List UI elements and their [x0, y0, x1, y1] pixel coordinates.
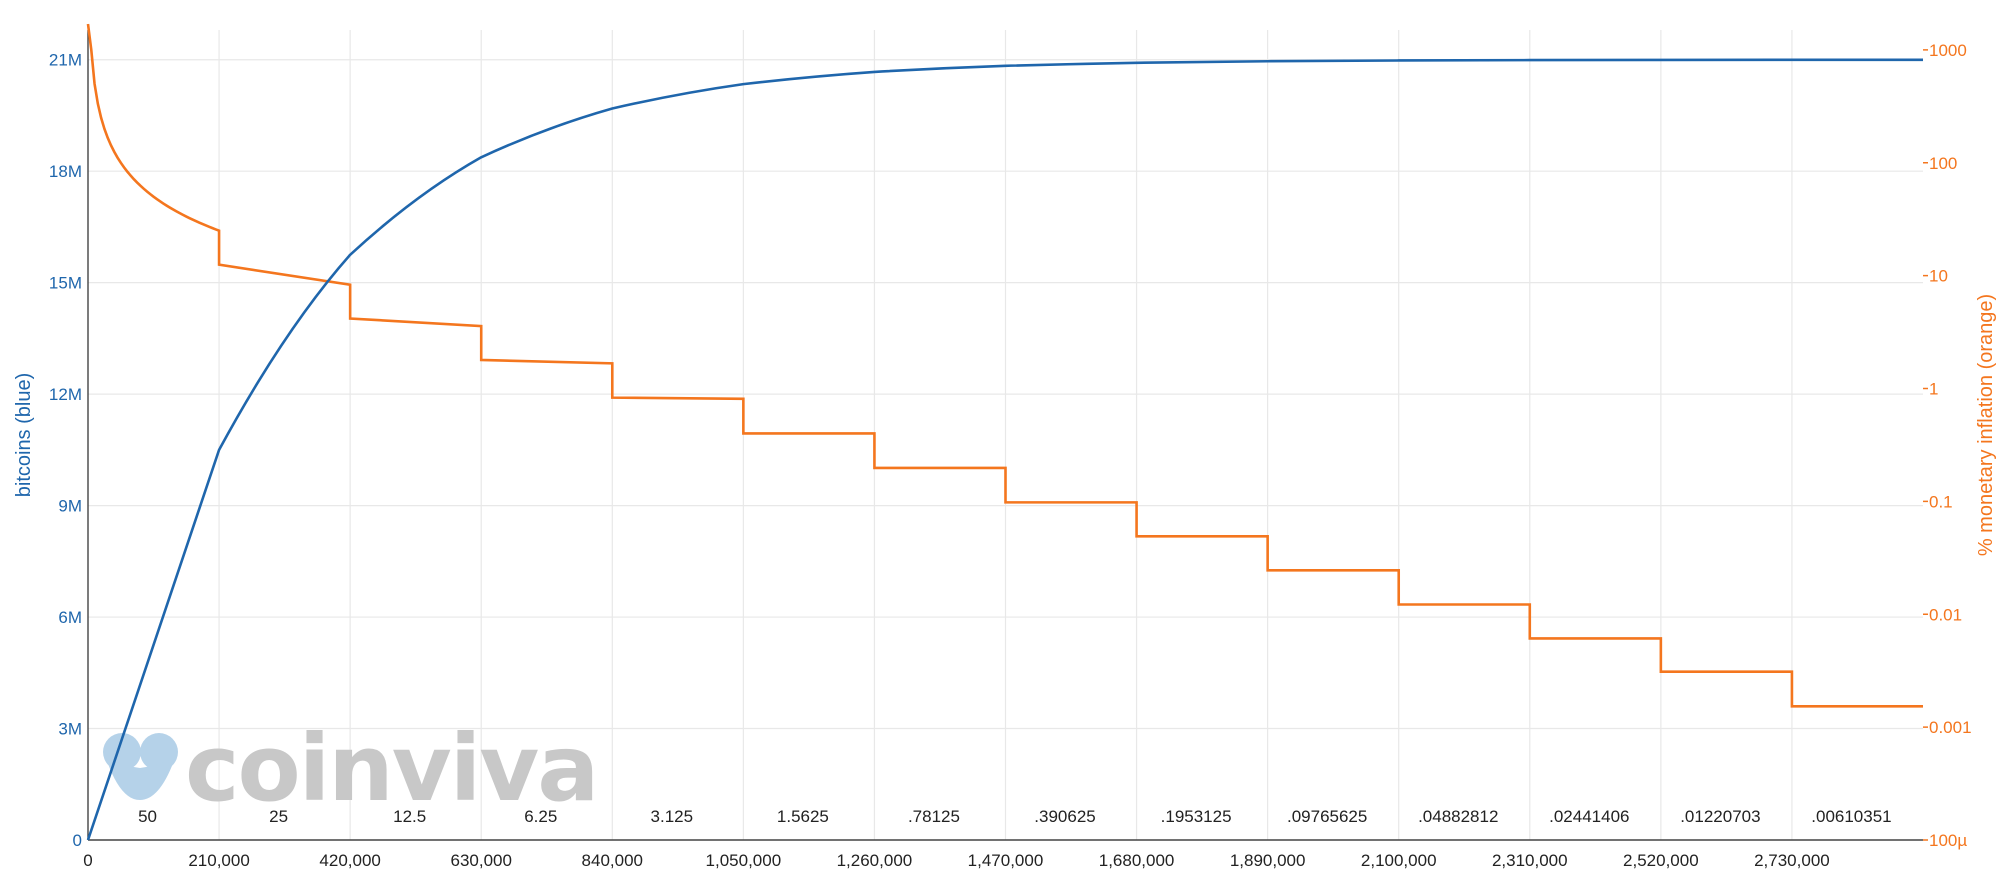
left-tick-label: 21M: [49, 51, 82, 70]
left-tick-label: 9M: [58, 497, 82, 516]
x-tick-label: 1,260,000: [837, 851, 913, 870]
watermark-text: coinviva: [185, 715, 597, 822]
block-reward-label: .78125: [908, 807, 960, 826]
left-tick-label: 15M: [49, 274, 82, 293]
left-tick-label: 3M: [58, 720, 82, 739]
left-tick-label: 12M: [49, 385, 82, 404]
x-tick-label: 1,890,000: [1230, 851, 1306, 870]
x-tick-label: 2,100,000: [1361, 851, 1437, 870]
watermark: coinviva: [103, 715, 599, 822]
block-reward-label: 6.25: [524, 807, 557, 826]
x-tick-label: 1,470,000: [968, 851, 1044, 870]
supply-series-line: [86, 58, 1924, 841]
x-tick-label: 210,000: [188, 851, 249, 870]
axes: [87, 30, 1923, 841]
block-reward-label: .09765625: [1287, 807, 1367, 826]
x-tick-label: 1,680,000: [1099, 851, 1175, 870]
right-tick-label: 100: [1929, 154, 1957, 173]
x-tick-label: 0: [83, 851, 92, 870]
block-reward-label: .04882812: [1418, 807, 1498, 826]
block-reward-label: .01220703: [1680, 807, 1760, 826]
left-axis-ticks: 0 3M 6M 9M 12M 15M 18M 21M: [49, 51, 82, 850]
right-tick-label: 0.1: [1929, 492, 1953, 511]
block-reward-label: .00610351: [1811, 807, 1891, 826]
inflation-series-line: [86, 23, 1923, 708]
block-reward-label: 12.5: [393, 807, 426, 826]
block-reward-label: .1953125: [1161, 807, 1232, 826]
right-axis-ticks: 100µ 0.001 0.01 0.1 1 10 100 1000: [1923, 41, 1972, 850]
x-tick-label: 840,000: [582, 851, 643, 870]
block-reward-label: 3.125: [651, 807, 694, 826]
x-tick-label: 630,000: [450, 851, 511, 870]
block-reward-label: 1.5625: [777, 807, 829, 826]
x-tick-label: 2,310,000: [1492, 851, 1568, 870]
left-axis-title: bitcoins (blue): [13, 373, 35, 498]
x-axis-ticks: 0 210,000 420,000 630,000 840,000 1,050,000 1,…: [83, 851, 1829, 870]
right-tick-label: 1000: [1929, 41, 1967, 60]
coinviva-logo-icon: [103, 733, 178, 800]
right-tick-label: 10: [1929, 267, 1948, 286]
x-tick-label: 1,050,000: [706, 851, 782, 870]
block-reward-label: 50: [138, 807, 157, 826]
right-axis-title: % monetary inflation (orange): [1975, 294, 1997, 556]
left-tick-label: 0: [73, 831, 82, 850]
left-tick-label: 6M: [58, 608, 82, 627]
right-tick-label: 0.001: [1929, 718, 1972, 737]
block-reward-label: .390625: [1034, 807, 1095, 826]
x-tick-label: 2,730,000: [1754, 851, 1830, 870]
block-reward-labels: 50 25 12.5 6.25 3.125 1.5625 .78125 .390625 .195…: [138, 807, 1892, 826]
right-tick-label: 0.01: [1929, 605, 1962, 624]
right-tick-label: 100µ: [1929, 831, 1967, 850]
right-tick-label: 1: [1929, 380, 1938, 399]
x-tick-label: 420,000: [319, 851, 380, 870]
block-reward-label: .02441406: [1549, 807, 1629, 826]
block-reward-label: 25: [269, 807, 288, 826]
x-tick-label: 2,520,000: [1623, 851, 1699, 870]
left-tick-label: 18M: [49, 162, 82, 181]
